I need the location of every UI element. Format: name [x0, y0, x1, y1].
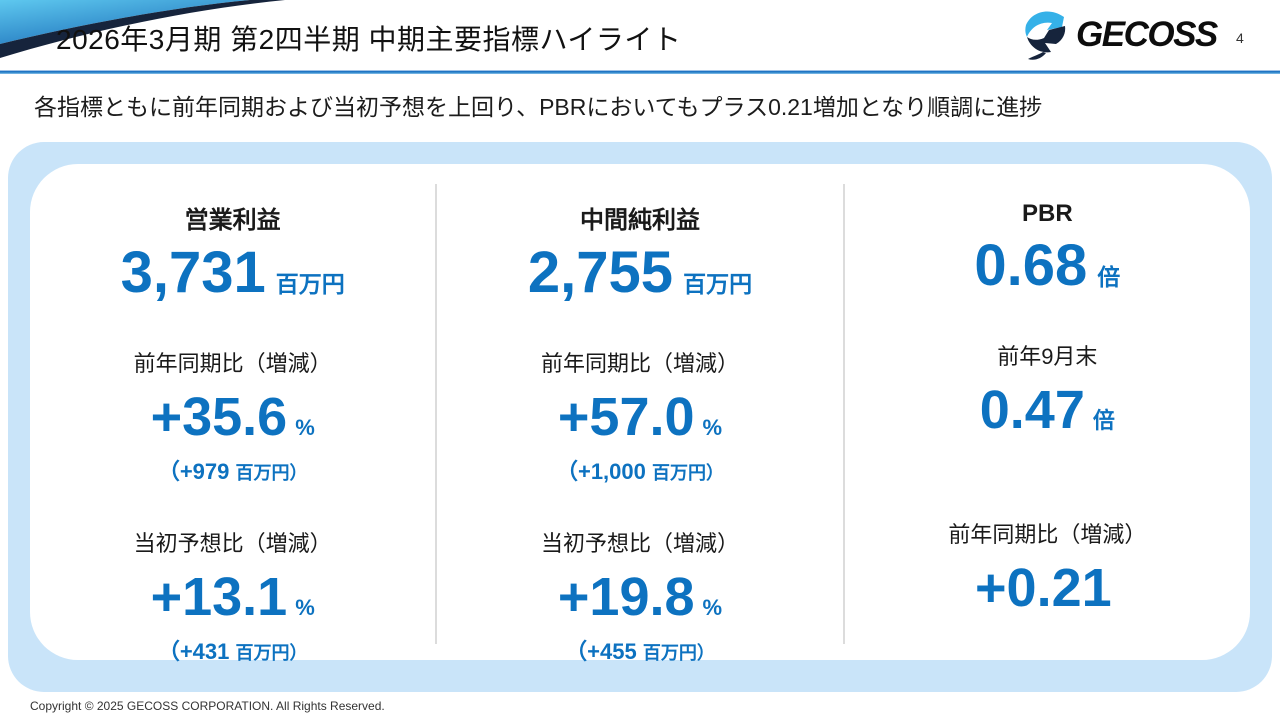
comparison-sub — [845, 625, 1250, 655]
comparison-label: 前年9月末 — [997, 343, 1098, 369]
metric-unit: 百万円 — [683, 271, 753, 297]
comparison-label: 当初予想比（増減） — [133, 531, 332, 557]
gecoss-logo: GECOSS — [1022, 8, 1222, 62]
comparison-value: +19.8% — [557, 567, 723, 628]
metric-title: PBR — [1021, 200, 1073, 227]
comparison-label: 前年同期比（増減） — [133, 350, 332, 376]
metric-column-pbr: PBR 0.68 倍 前年9月末 0.47 倍 前年同期比（増減） +0.21 — [842, 184, 1250, 644]
comparison-unit: % — [295, 595, 315, 621]
metric-value: 3,731 百万円 — [120, 240, 345, 305]
comparison-unit: % — [702, 414, 723, 440]
comparison-unit: % — [295, 414, 315, 440]
comparison-value: +35.6% — [150, 386, 315, 447]
metric-unit: 百万円 — [275, 271, 345, 297]
comparison-sub: （+1,000 百万円） — [555, 459, 724, 485]
metric-value: 2,755 百万円 — [527, 240, 753, 305]
metrics-card: 営業利益 3,731 百万円 前年同期比（増減） +35.6% （+979 百万円… — [30, 164, 1250, 664]
metric-title: 中間純利益 — [579, 207, 700, 234]
metric-column-operating-profit: 営業利益 3,731 百万円 前年同期比（増減） +35.6% （+979 百万円… — [30, 184, 435, 664]
comparison-label: 前年同期比（増減） — [948, 522, 1147, 548]
comparison-value: +13.1% — [150, 567, 315, 628]
footer-copyright: Copyright © 2025 GECOSS CORPORATION. All… — [30, 699, 385, 713]
comparison-sub: （+431 百万円） — [157, 639, 308, 665]
comparison-label: 前年同期比（増減） — [540, 350, 739, 376]
comparison-sub — [845, 447, 1250, 477]
comparison-unit: 倍 — [1092, 407, 1115, 433]
gecoss-wordmark: GECOSS — [1076, 15, 1218, 54]
page-title: 2026年3月期 第2四半期 中期主要指標ハイライト — [56, 24, 682, 55]
corner-swoosh-icon — [0, 0, 285, 58]
subtitle: 各指標ともに前年同期および当初予想を上回り、PBRにおいてもプラス0.21増加と… — [34, 94, 1043, 120]
comparison-value: +0.21 — [975, 558, 1112, 619]
comparison-label: 当初予想比（増減） — [540, 531, 739, 557]
comparison-value: +57.0% — [557, 386, 723, 447]
comparison-value: 0.47 倍 — [979, 379, 1115, 440]
metric-title: 営業利益 — [184, 207, 281, 234]
metric-column-interim-net-profit: 中間純利益 2,755 百万円 前年同期比（増減） +57.0% （+1,000 … — [435, 184, 842, 664]
comparison-sub: （+979 百万円） — [157, 459, 308, 485]
highlight-panel: 営業利益 3,731 百万円 前年同期比（増減） +35.6% （+979 百万円… — [8, 142, 1272, 692]
comparison-sub: （+455 百万円） — [565, 639, 715, 665]
metric-unit: 倍 — [1097, 264, 1121, 290]
gecoss-logo-icon — [1025, 11, 1066, 60]
page-number: 4 — [1236, 30, 1244, 46]
header-divider — [0, 70, 1280, 74]
comparison-unit: % — [702, 595, 723, 621]
metric-value: 0.68 倍 — [974, 233, 1121, 298]
